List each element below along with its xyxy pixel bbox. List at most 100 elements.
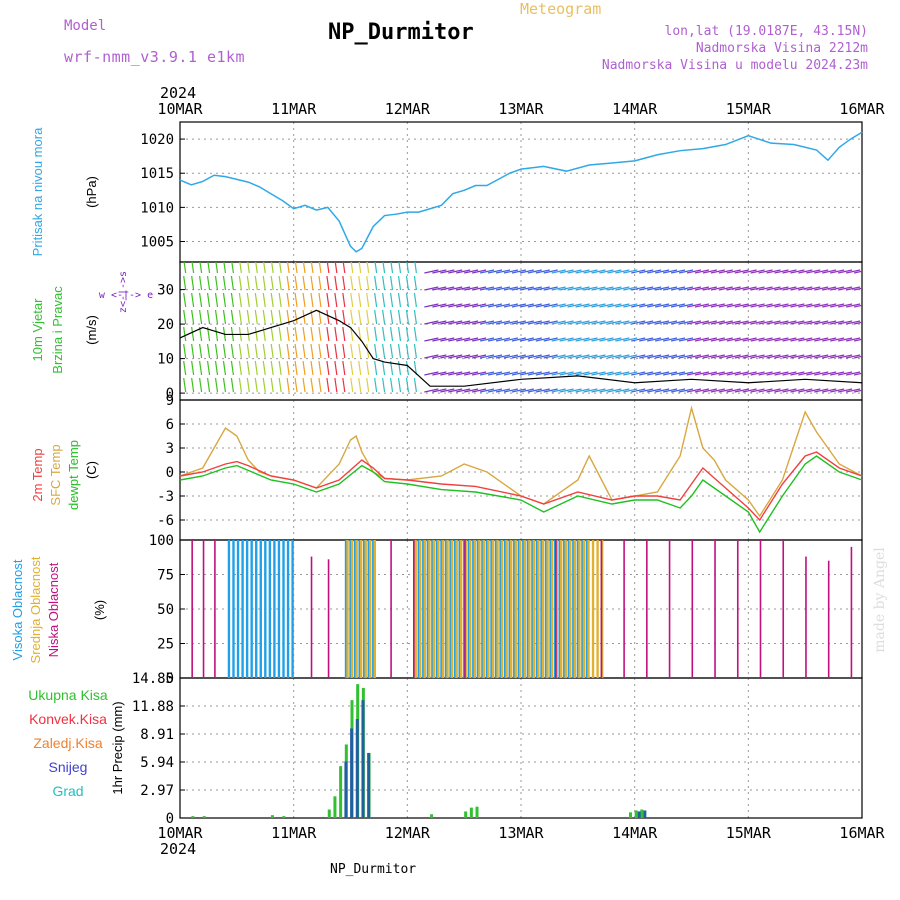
cloud-bar [508, 540, 511, 678]
cloud-bar [487, 540, 490, 678]
bottom-date-tick: 14MAR [612, 824, 658, 842]
wind-unit: (m/s) [84, 315, 99, 345]
cloud-bar [444, 540, 448, 678]
y-tick-label: 6 [166, 417, 174, 433]
bottom-date-tick: 12MAR [385, 824, 431, 842]
footer-station: NP_Durmitor [330, 862, 417, 877]
cloud-bar [596, 540, 599, 678]
cloud-bar [358, 540, 361, 678]
precip-total-bar [634, 810, 638, 818]
cloud-bar [513, 540, 516, 678]
temp-axis-title: 2m Temp [30, 448, 45, 501]
cloud-bar [346, 540, 349, 678]
low-cloud-bar [413, 540, 415, 678]
precip-total-bar [327, 809, 331, 818]
cloud-bar [494, 540, 498, 678]
cloud-bar [459, 540, 463, 678]
cloud-bar [344, 540, 348, 678]
cloud-bar [558, 540, 561, 678]
y-tick-label: 30 [157, 283, 174, 299]
precip-snow-bar [367, 752, 371, 818]
low-cloud-bar [623, 540, 625, 678]
low-cloud-bar [600, 540, 603, 678]
low-cloud-bar [202, 540, 205, 678]
y-tick-label: 2.97 [140, 783, 174, 799]
cloud-bar [422, 540, 425, 678]
cloud-bar [455, 540, 458, 678]
cloud-bar [532, 540, 536, 678]
top-date-tick: 16MAR [839, 100, 885, 118]
cloud-bar [535, 540, 539, 678]
y-tick-label: 0 [166, 386, 174, 402]
cloud-bar [573, 540, 577, 678]
cloud-bar [469, 540, 472, 678]
y-tick-label: -3 [157, 489, 174, 505]
bottom-date-tick: 15MAR [726, 824, 772, 842]
cloud-bar [245, 540, 249, 678]
pressure-unit: (hPa) [84, 176, 99, 208]
cloud-bar [509, 540, 513, 678]
precip-legend-item: Snijeg [49, 759, 88, 775]
cloud-bar [563, 540, 566, 678]
model-name: wrf-nmm_v3.9.1 e1km [64, 48, 246, 66]
wind-compass-label: w <-|-> e [99, 290, 153, 301]
cloud-bar [264, 540, 267, 678]
watermark: made by Angel [872, 547, 888, 653]
precip-total-bar [202, 816, 206, 818]
top-date-tick: 11MAR [271, 100, 317, 118]
cloud-bar [367, 540, 370, 678]
cloud-bar [503, 540, 507, 678]
model-elevation-label: Nadmorska Visina u modelu 2024.23m [601, 58, 868, 73]
y-tick-label: 11.88 [132, 699, 174, 715]
cloud-bar [499, 540, 502, 678]
low-cloud-bar [390, 540, 392, 678]
y-tick-label: -6 [157, 513, 174, 529]
low-cloud-bar [310, 556, 313, 678]
panel-frame [179, 677, 863, 819]
y-tick-label: 8.91 [140, 727, 174, 743]
temp-unit: (C) [84, 461, 99, 479]
cloud-bar [268, 540, 272, 678]
cloud-bar [549, 540, 552, 678]
cloud-bar [417, 540, 420, 678]
precip-legend-item: Ukupna Kisa [28, 687, 108, 703]
y-tick-label: 10 [157, 352, 174, 368]
cloud-bar [578, 540, 581, 678]
cloud-bar [449, 540, 452, 678]
cloud-bar [519, 540, 522, 678]
cloud-bar [349, 540, 352, 678]
low-cloud-bar [714, 540, 716, 678]
wind-axis-subtitle: Brzina i Pravac [50, 286, 65, 374]
cloud-bar [291, 540, 294, 678]
cloud-bar [364, 540, 367, 678]
cloud-bar [414, 540, 417, 678]
cloud-bar [526, 540, 530, 678]
cloud-bar [517, 540, 520, 678]
y-tick-label: 1015 [140, 166, 174, 182]
low-cloud-bar [555, 540, 557, 678]
precip-total-bar [464, 811, 468, 818]
cloud-bar [550, 540, 554, 678]
y-tick-label: 25 [157, 637, 174, 653]
cloud-bar [428, 540, 431, 678]
low-cloud-bar [464, 540, 466, 678]
low-cloud-bar [805, 556, 807, 678]
y-tick-label: 9 [166, 393, 174, 409]
precip-legend-item: Grad [52, 783, 83, 799]
precip-total-bar [430, 814, 434, 818]
top-date-tick: 12MAR [385, 100, 431, 118]
cloud-bar [450, 540, 454, 678]
wind-barbs [183, 262, 862, 393]
cloud-bar [453, 540, 457, 678]
cloud-bar [241, 540, 244, 678]
cloud-bar [572, 540, 575, 678]
cloud-bar [372, 540, 375, 678]
precip-total-bar [469, 807, 473, 818]
pressure-axis-title: Pritisak na nivou mora [30, 127, 45, 256]
pressure-line [179, 131, 863, 253]
cloud-bar [482, 540, 486, 678]
cloud-bar [476, 540, 480, 678]
y-tick-label: 14.85 [132, 671, 174, 687]
cloud-bar [277, 540, 281, 678]
